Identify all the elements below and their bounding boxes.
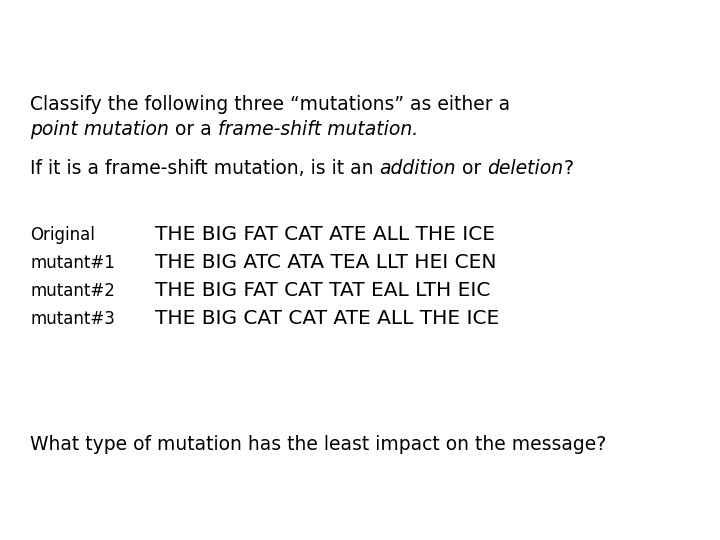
Text: deletion: deletion: [487, 159, 563, 178]
Text: mutant#2: mutant#2: [30, 282, 115, 300]
Text: THE BIG ATC ATA TEA LLT HEI CEN: THE BIG ATC ATA TEA LLT HEI CEN: [155, 253, 497, 272]
Text: mutant#1: mutant#1: [30, 254, 115, 272]
Text: THE BIG CAT CAT ATE ALL THE ICE: THE BIG CAT CAT ATE ALL THE ICE: [155, 309, 499, 328]
Text: or: or: [456, 159, 487, 178]
Text: Original: Original: [30, 226, 95, 244]
Text: THE BIG FAT CAT TAT EAL LTH EIC: THE BIG FAT CAT TAT EAL LTH EIC: [155, 281, 490, 300]
Text: frame-shift mutation.: frame-shift mutation.: [217, 120, 418, 139]
Text: What type of mutation has the least impact on the message?: What type of mutation has the least impa…: [30, 435, 606, 454]
Text: mutant#3: mutant#3: [30, 310, 115, 328]
Text: If it is a frame-shift mutation, is it an: If it is a frame-shift mutation, is it a…: [30, 159, 379, 178]
Text: Classify the following three “mutations” as either a: Classify the following three “mutations”…: [30, 95, 510, 114]
Text: THE BIG FAT CAT ATE ALL THE ICE: THE BIG FAT CAT ATE ALL THE ICE: [155, 225, 495, 244]
Text: ?: ?: [563, 159, 573, 178]
Text: or a: or a: [169, 120, 217, 139]
Text: addition: addition: [379, 159, 456, 178]
Text: point mutation: point mutation: [30, 120, 169, 139]
